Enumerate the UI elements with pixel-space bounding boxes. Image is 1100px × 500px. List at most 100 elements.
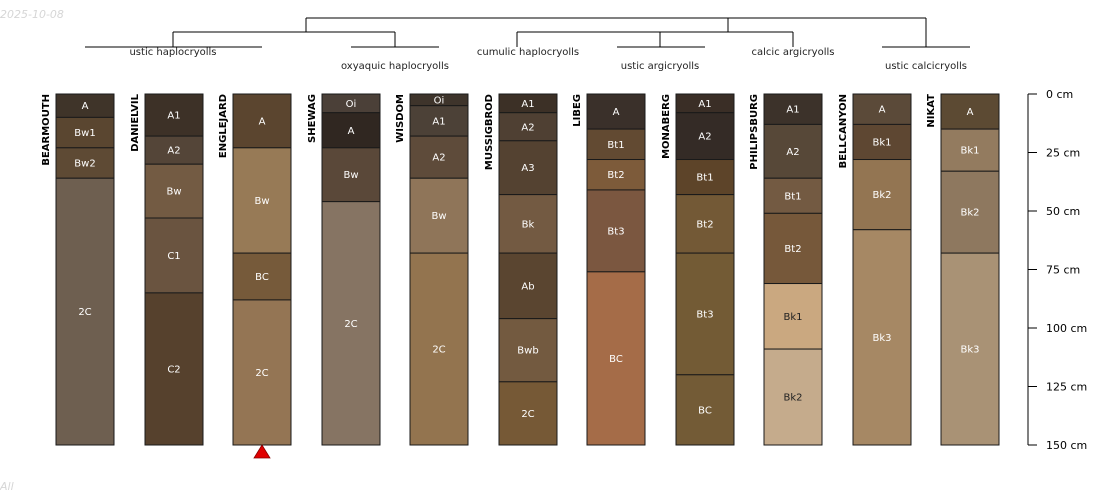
horizon-danielvil-a2 xyxy=(144,135,204,165)
profile-name: DANIELVIL xyxy=(130,93,141,151)
profile-englejard: A Bw BC 2C ENGLEJARD xyxy=(218,93,292,446)
axis-tick-label: 125 cm xyxy=(1046,381,1087,394)
horizon-label: Bk3 xyxy=(960,345,979,356)
horizon-label: Oi xyxy=(434,95,445,106)
horizon-libeg-bt3 xyxy=(586,189,646,273)
horizon-mussigbrod-bk xyxy=(498,194,558,254)
horizon-nikat-bk2 xyxy=(940,170,1000,254)
taxon-label: ustic argicryolls xyxy=(621,61,700,72)
horizon-label: C1 xyxy=(167,251,180,262)
taxon-label: oxyaquic haplocryolls xyxy=(341,61,449,72)
horizon-nikat-bk3 xyxy=(940,252,1000,446)
horizon-mussigbrod-ab xyxy=(498,252,558,320)
horizon-wisdom-2c xyxy=(409,252,469,446)
horizon-label: A2 xyxy=(698,132,711,143)
axis-tick-label: 75 cm xyxy=(1046,264,1080,277)
profile-name: NIKAT xyxy=(926,94,937,128)
horizon-danielvil-c2 xyxy=(144,292,204,446)
dendrogram: ustic haplocryolls oxyaquic haplocryolls c… xyxy=(85,17,970,72)
horizon-monaberg-bt2 xyxy=(675,194,735,254)
marker-triangle xyxy=(253,444,271,459)
profile-wisdom: Oi A1 A2 Bw 2C WISDOM xyxy=(395,93,469,446)
horizon-monaberg-bt3 xyxy=(675,252,735,376)
profile-name: BEARMOUTH xyxy=(41,94,52,166)
horizon-wisdom-a2 xyxy=(409,135,469,179)
horizon-danielvil-c1 xyxy=(144,217,204,294)
horizon-label: Bt1 xyxy=(696,173,713,184)
profile-bellcanyon: A Bk1 Bk2 Bk3 BELLCANYON xyxy=(838,93,912,446)
horizon-bellcanyon-a xyxy=(852,93,912,125)
markers xyxy=(253,444,271,459)
profile-nikat: A Bk1 Bk2 Bk3 NIKAT xyxy=(926,93,1000,446)
horizon-monaberg-bt1 xyxy=(675,159,735,196)
profile-bearmouth: A Bw1 Bw2 2C BEARMOUTH xyxy=(41,93,115,446)
horizon-bellcanyon-bk1 xyxy=(852,123,912,161)
profile-danielvil: A1 A2 Bw C1 C2 DANIELVIL xyxy=(130,93,204,446)
horizon-monaberg-bc xyxy=(675,374,735,446)
horizon-label: A xyxy=(967,107,974,118)
horizon-label: Bt2 xyxy=(607,170,624,181)
horizon-label: A2 xyxy=(786,147,799,158)
horizon-label: Bk1 xyxy=(783,312,802,323)
axis-tick-label: 25 cm xyxy=(1046,147,1080,160)
horizon-bearmouth-2c xyxy=(55,177,115,446)
horizon-label: Bt2 xyxy=(784,244,801,255)
horizon-label: Bt2 xyxy=(696,219,713,230)
horizon-libeg-a xyxy=(586,93,646,130)
axis-tick-label: 0 cm xyxy=(1046,88,1073,101)
horizon-nikat-a xyxy=(940,93,1000,130)
horizon-danielvil-a1 xyxy=(144,93,204,137)
horizon-label: A2 xyxy=(521,122,534,133)
soil-profiles: A Bw1 Bw2 2C BEARMOUTH A1 A2 Bw C1 C2 DANIELVIL A Bw… xyxy=(41,93,1000,446)
horizon-label: Ab xyxy=(521,281,534,292)
horizon-philipsburg-bt2 xyxy=(763,212,823,285)
horizon-label: 2C xyxy=(521,409,534,420)
horizon-philipsburg-a2 xyxy=(763,123,823,179)
horizon-shewag-bw xyxy=(321,147,381,203)
horizon-label: Bk1 xyxy=(960,146,979,157)
taxon-label: calcic argicryolls xyxy=(752,47,835,58)
horizon-label: Bk2 xyxy=(960,208,979,219)
horizon-label: A xyxy=(879,105,886,116)
horizon-label: A xyxy=(259,116,266,127)
horizon-mussigbrod-a2 xyxy=(498,112,558,142)
horizon-danielvil-bw xyxy=(144,163,204,219)
horizon-label: Bk2 xyxy=(872,190,891,201)
horizon-philipsburg-bk2 xyxy=(763,348,823,446)
horizon-label: Bk2 xyxy=(783,393,802,404)
corner-watermark: All xyxy=(0,480,14,493)
horizon-label: Oi xyxy=(346,99,357,110)
horizon-label: Bt3 xyxy=(607,226,624,237)
horizon-label: A xyxy=(348,126,355,137)
horizon-label: A1 xyxy=(698,99,711,110)
horizon-monaberg-a2 xyxy=(675,112,735,161)
horizon-bellcanyon-bk2 xyxy=(852,159,912,231)
horizon-label: A1 xyxy=(167,111,180,122)
profile-name: MUSSIGBROD xyxy=(484,94,495,170)
horizon-bearmouth-bw1 xyxy=(55,116,115,149)
depth-axis: 0 cm 25 cm 50 cm 75 cm 100 cm 125 cm 150 cm xyxy=(1027,88,1087,452)
profile-name: BELLCANYON xyxy=(838,94,849,168)
horizon-mussigbrod-a3 xyxy=(498,140,558,196)
taxon-label: ustic calcicryolls xyxy=(885,61,967,72)
horizon-label: C2 xyxy=(167,364,180,375)
profile-monaberg: A1 A2 Bt1 Bt2 Bt3 BC MONABERG xyxy=(661,93,735,446)
horizon-label: Bk1 xyxy=(872,137,891,148)
horizon-label: A1 xyxy=(432,116,445,127)
horizon-label: Bt3 xyxy=(696,309,713,320)
horizon-label: Bk3 xyxy=(872,333,891,344)
horizon-nikat-bk1 xyxy=(940,128,1000,172)
horizon-englejard-bc xyxy=(232,252,292,301)
horizon-bearmouth-bw2 xyxy=(55,147,115,179)
horizon-label: Bw xyxy=(166,187,181,198)
horizon-philipsburg-bt1 xyxy=(763,177,823,214)
horizon-wisdom-bw xyxy=(409,177,469,254)
horizon-bellcanyon-bk3 xyxy=(852,229,912,446)
profile-philipsburg: A1 A2 Bt1 Bt2 Bk1 Bk2 PHILIPSBURG xyxy=(749,93,823,446)
profile-libeg: A Bt1 Bt2 Bt3 BC LIBEG xyxy=(572,93,646,446)
horizon-label: 2C xyxy=(255,368,268,379)
axis-tick-label: 150 cm xyxy=(1046,439,1087,452)
horizon-label: A3 xyxy=(521,163,534,174)
